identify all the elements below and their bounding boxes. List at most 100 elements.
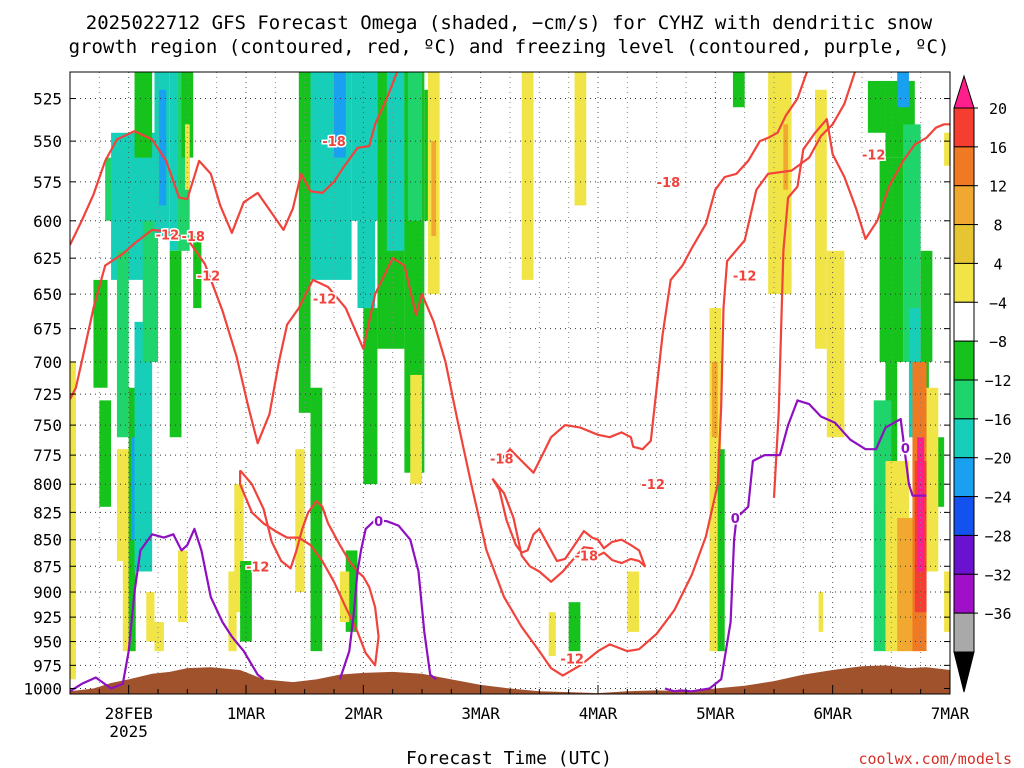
colorbar-bottom-arrow (953, 651, 975, 693)
omega-cell (193, 235, 202, 309)
credit-text: coolwx.com/models (858, 750, 1012, 768)
y-tick-label: 625 (33, 249, 62, 268)
omega-cell (154, 622, 164, 652)
contour-line-minus12 (239, 469, 380, 667)
colorbar-bin (953, 496, 975, 536)
x-tick-label-year: 2025 (109, 722, 148, 741)
contours (70, 72, 950, 693)
colorbar-bin (953, 224, 975, 264)
colorbar-bin (953, 612, 975, 653)
contour-labels: -18-12 -18-12-12-12-18-18-12-12-18-12-120… (154, 134, 911, 670)
terrain-fill (70, 665, 950, 694)
omega-cell (134, 72, 153, 158)
omega-cell (142, 220, 158, 362)
colorbar-label: 20 (989, 100, 1007, 118)
omega-cell (295, 449, 305, 593)
omega-cell (885, 361, 898, 507)
colorbar-label: −4 (989, 294, 1007, 312)
omega-cell (944, 571, 950, 632)
contour-line-minus12 (70, 72, 399, 246)
colorbar-bin (953, 262, 975, 303)
omega-cell (407, 72, 422, 221)
contour-label: 0 (901, 442, 910, 457)
contour-label: -12 (197, 270, 221, 285)
omega-cell (363, 308, 378, 485)
colorbar-bin (953, 146, 975, 187)
contour-line-minus12 (70, 72, 857, 677)
x-axis-label: Forecast Time (UTC) (406, 748, 612, 768)
colorbar-label: −36 (984, 605, 1011, 623)
terrain (70, 665, 950, 694)
y-tick-label: 675 (33, 320, 62, 339)
y-tick-label: 800 (33, 475, 62, 494)
y-tick-label: 875 (33, 557, 62, 576)
colorbar-bin (953, 185, 975, 226)
omega-cell (903, 124, 921, 362)
contour-label: -18 (575, 550, 599, 565)
contour-line-minus18 (500, 72, 808, 474)
omega-cell (711, 361, 718, 438)
colorbar-label: 8 (993, 217, 1002, 235)
y-tick-label: 1000 (23, 680, 62, 699)
contour-line-minus12 (772, 118, 950, 498)
contour-line-0 (70, 527, 265, 693)
omega-cell (181, 72, 194, 158)
contour-line-0 (664, 399, 927, 693)
colorbar-bin (953, 457, 975, 498)
colorbar-label: −24 (984, 489, 1011, 507)
omega-cell (815, 89, 827, 349)
omega-cell (410, 374, 422, 485)
omega-cell (783, 124, 789, 190)
contour-label: -12 (156, 228, 180, 243)
omega-cell (177, 550, 188, 623)
omega-cell (826, 250, 845, 438)
y-tick-label: 575 (33, 173, 62, 192)
contour-label: -12 (641, 478, 665, 493)
contour-label: -18 (657, 176, 681, 191)
omega-cell (345, 550, 358, 632)
omega-cell (521, 72, 534, 280)
y-tick-label: 600 (33, 212, 62, 231)
omega-cell (944, 132, 950, 166)
x-tick-label: 3MAR (461, 704, 500, 723)
contour-label: -18 (322, 135, 346, 150)
omega-cell (334, 72, 346, 158)
omega-cell (70, 361, 76, 680)
colorbar-label: 4 (993, 255, 1002, 273)
colorbar-label: −28 (984, 527, 1011, 545)
omega-cell (920, 250, 933, 362)
colorbar-label: 12 (989, 178, 1007, 196)
colorbar-label: −16 (984, 411, 1011, 429)
colorbar-bin (953, 301, 975, 342)
x-tick-label: 2MAR (344, 704, 383, 723)
colorbar-bin (953, 418, 975, 459)
omega-cell (228, 571, 237, 652)
contour-label: -12 (560, 653, 584, 668)
contour-label: -18 (181, 230, 205, 245)
omega-cell (159, 89, 167, 206)
y-tick-label: 850 (33, 531, 62, 550)
chart-title-line-2: growth region (contoured, red, ºC) and f… (69, 36, 950, 58)
contour-label: -12 (862, 148, 886, 163)
colorbar-label: −32 (984, 566, 1011, 584)
omega-cell (431, 141, 437, 236)
colorbar-label: −8 (989, 333, 1007, 351)
contour-label: 0 (731, 512, 740, 527)
omega-cell (99, 400, 112, 507)
omega-cell (134, 321, 153, 572)
omega-cell (709, 308, 722, 652)
y-axis: 525 550 575 600 625 650 675 700 725 750 775 800 825 8… (23, 90, 950, 699)
y-tick-label: 900 (33, 583, 62, 602)
y-tick-label: 700 (33, 353, 62, 372)
y-tick-label: 975 (33, 656, 62, 675)
y-tick-label: 925 (33, 608, 62, 627)
omega-cell (897, 72, 909, 108)
contour-label: -12 (733, 270, 757, 285)
x-tick-label: 7MAR (931, 704, 970, 723)
chart-title-line-1: 2025022712 GFS Forecast Omega (shaded, −… (86, 12, 933, 34)
omega-cell (310, 387, 323, 652)
grid (70, 72, 950, 694)
omega-cell (732, 72, 745, 108)
